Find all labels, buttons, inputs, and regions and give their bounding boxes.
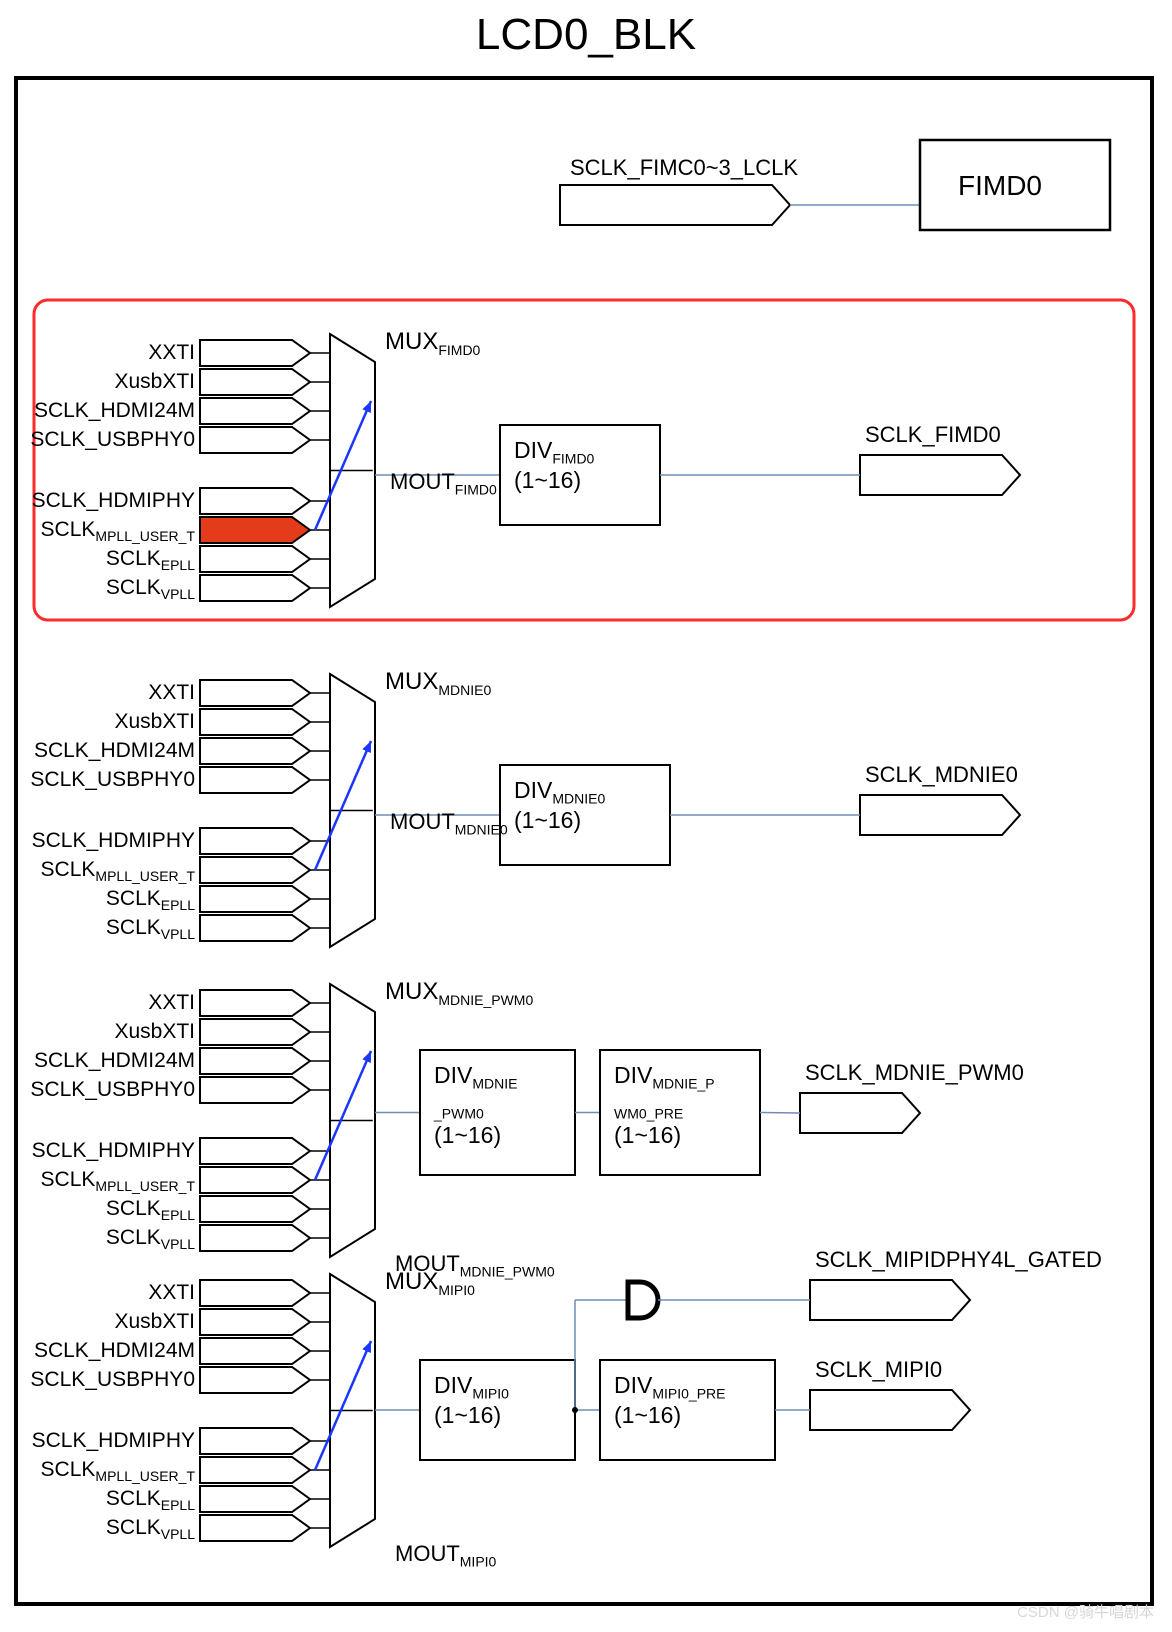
div-label: DIVMIPI0	[434, 1372, 509, 1402]
input-label: SCLK_HDMI24M	[0, 1049, 195, 1073]
div-label: (1~16)	[434, 1402, 501, 1429]
div-label: (1~16)	[514, 467, 581, 494]
output-label: SCLK_MDNIE_PWM0	[805, 1060, 1024, 1086]
input-label: SCLKMPLL_USER_T	[0, 1168, 195, 1194]
input-label: XusbXTI	[0, 1310, 195, 1334]
input-label: SCLK_HDMIPHY	[0, 489, 195, 513]
input-label: SCLK_HDMIPHY	[0, 1139, 195, 1163]
input-label: SCLKVPLL	[0, 1226, 195, 1252]
watermark: CSDN @骑牛唱剧本	[1017, 1601, 1154, 1622]
input-label: SCLK_USBPHY0	[0, 1078, 195, 1102]
div-label: (1~16)	[434, 1122, 501, 1149]
input-label: XXTI	[0, 1281, 195, 1305]
input-label: SCLKEPLL	[0, 547, 195, 573]
input-label: SCLKVPLL	[0, 576, 195, 602]
div-label: (1~16)	[614, 1122, 681, 1149]
input-label: SCLK_HDMI24M	[0, 399, 195, 423]
input-label: SCLK_USBPHY0	[0, 768, 195, 792]
input-label: XusbXTI	[0, 710, 195, 734]
div-label: _PWM0	[434, 1092, 484, 1122]
input-label: SCLKVPLL	[0, 1516, 195, 1542]
div-label: DIVMDNIE	[434, 1062, 517, 1092]
mux-label: MUXMIPI0	[385, 1268, 475, 1298]
output-label: SCLK_MIPIDPHY4L_GATED	[815, 1247, 1102, 1273]
input-label: SCLK_USBPHY0	[0, 428, 195, 452]
input-label: SCLK_HDMIPHY	[0, 829, 195, 853]
input-label: SCLKEPLL	[0, 1197, 195, 1223]
mout-label: MOUTMDNIE0	[390, 809, 508, 837]
input-label: SCLK_USBPHY0	[0, 1368, 195, 1392]
div-label: DIVMDNIE_P	[614, 1062, 715, 1092]
mout-label: MOUTMIPI0	[395, 1541, 496, 1569]
sclk-fimc-label: SCLK_FIMC0~3_LCLK	[570, 155, 798, 181]
input-label: SCLKVPLL	[0, 916, 195, 942]
div-label: DIVMDNIE0	[514, 777, 605, 807]
input-label: SCLKMPLL_USER_T	[0, 518, 195, 544]
output-label: SCLK_MIPI0	[815, 1357, 942, 1383]
div-label: DIVMIPI0_PRE	[614, 1372, 725, 1402]
output-label: SCLK_FIMD0	[865, 422, 1001, 448]
input-label: SCLKEPLL	[0, 1487, 195, 1513]
div-label: (1~16)	[514, 807, 581, 834]
input-label: XXTI	[0, 681, 195, 705]
input-label: SCLKMPLL_USER_T	[0, 1458, 195, 1484]
mux-label: MUXMDNIE_PWM0	[385, 978, 533, 1008]
mux-label: MUXMDNIE0	[385, 668, 491, 698]
input-label: SCLKEPLL	[0, 887, 195, 913]
input-label: SCLK_HDMIPHY	[0, 1429, 195, 1453]
input-label: XusbXTI	[0, 1020, 195, 1044]
input-label: XXTI	[0, 991, 195, 1015]
output-label: SCLK_MDNIE0	[865, 762, 1018, 788]
div-label: (1~16)	[614, 1402, 681, 1429]
mout-label: MOUTFIMD0	[390, 469, 497, 497]
input-label: SCLK_HDMI24M	[0, 739, 195, 763]
div-label: DIVFIMD0	[514, 437, 594, 467]
div-label: WM0_PRE	[614, 1092, 683, 1122]
input-label: SCLK_HDMI24M	[0, 1339, 195, 1363]
input-label: XXTI	[0, 341, 195, 365]
input-label: SCLKMPLL_USER_T	[0, 858, 195, 884]
mux-label: MUXFIMD0	[385, 328, 480, 358]
fimd0-box-label: FIMD0	[958, 170, 1042, 202]
input-label: XusbXTI	[0, 370, 195, 394]
